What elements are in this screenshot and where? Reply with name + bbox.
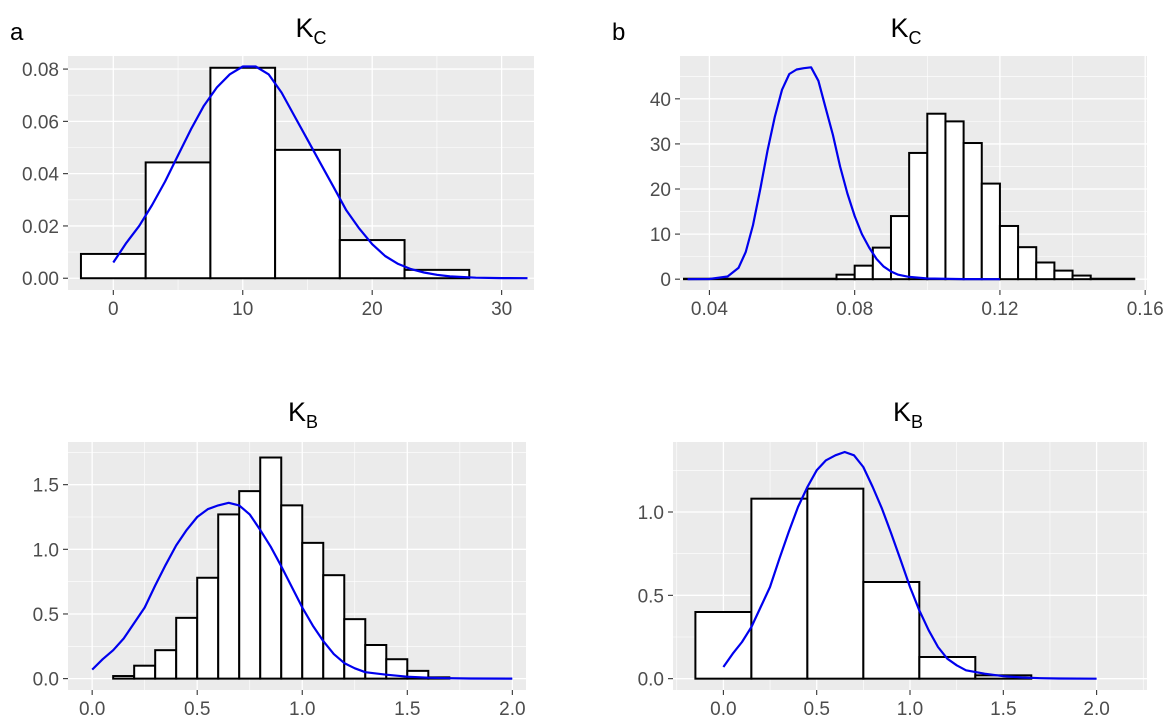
histogram-bar bbox=[750, 497, 809, 680]
histogram-bar bbox=[79, 252, 147, 280]
histogram-bar bbox=[209, 66, 277, 280]
histogram-bar bbox=[238, 490, 262, 680]
x-tick-label: 0.12 bbox=[981, 299, 1018, 320]
y-tick-label: 0.5 bbox=[33, 605, 59, 626]
histogram-bar bbox=[862, 581, 921, 680]
histogram-bar bbox=[853, 264, 874, 281]
histogram-bar bbox=[217, 513, 241, 680]
x-tick-label: 1.5 bbox=[394, 699, 420, 720]
histogram-bar bbox=[1017, 246, 1038, 281]
x-tick-label: 0.08 bbox=[836, 299, 873, 320]
chart-panel-bottom-right: 0.0 0.5 1.0 1.5 2.0 0.0 0.5 1.0 KB bbox=[638, 397, 1147, 720]
histogram-bar bbox=[338, 239, 406, 280]
x-tick-label: 20 bbox=[362, 299, 383, 320]
panel-label: b bbox=[612, 19, 625, 46]
x-tick-label: 0.5 bbox=[184, 699, 210, 720]
histogram-bar bbox=[406, 669, 430, 680]
x-tick-label: 2.0 bbox=[499, 699, 525, 720]
y-tick-label: 1.5 bbox=[33, 476, 59, 497]
histogram-bar bbox=[385, 658, 409, 680]
x-tick-label: 1.0 bbox=[897, 699, 923, 720]
histogram-bar bbox=[154, 649, 178, 680]
histogram-bar bbox=[908, 151, 929, 281]
histogram-bar bbox=[322, 574, 346, 680]
y-tick-label: 0.0 bbox=[638, 670, 664, 691]
x-tick-label: 0.0 bbox=[79, 699, 105, 720]
y-tick-label: 0.08 bbox=[22, 60, 59, 81]
x-tick-label: 0.16 bbox=[1127, 299, 1164, 320]
y-tick-label: 20 bbox=[650, 180, 671, 201]
histogram-bar bbox=[274, 148, 341, 280]
y-tick-label: 1.0 bbox=[33, 540, 59, 561]
histogram-bar bbox=[889, 215, 911, 281]
histogram-bar bbox=[926, 112, 947, 281]
y-tick-label: 40 bbox=[650, 90, 671, 111]
histogram-bar bbox=[280, 504, 304, 680]
x-tick-label: 1.5 bbox=[990, 699, 1016, 720]
histogram-bar bbox=[806, 487, 865, 680]
chart-title: KB bbox=[893, 397, 923, 432]
histogram-bar bbox=[133, 664, 157, 680]
x-tick-label: 1.0 bbox=[289, 699, 315, 720]
chart-title: KC bbox=[890, 13, 921, 48]
histogram-bar bbox=[112, 675, 136, 680]
x-tick-label: 0.5 bbox=[803, 699, 829, 720]
y-tick-label: 0.06 bbox=[22, 112, 59, 133]
x-tick-label: 0.0 bbox=[710, 699, 736, 720]
y-tick-label: 10 bbox=[650, 225, 671, 246]
histogram-bar bbox=[998, 224, 1020, 281]
histogram-bar bbox=[175, 616, 199, 680]
histogram-bar bbox=[196, 576, 220, 680]
y-tick-label: 0 bbox=[660, 270, 671, 291]
y-tick-label: 0.00 bbox=[22, 269, 59, 290]
x-tick-label: 30 bbox=[491, 299, 512, 320]
histogram-bar bbox=[918, 656, 977, 680]
density-line bbox=[722, 450, 1097, 680]
histogram-bar bbox=[259, 456, 283, 680]
y-tick-label: 0.5 bbox=[638, 586, 664, 607]
histogram-bar bbox=[962, 142, 983, 281]
histogram-bar bbox=[1053, 269, 1074, 281]
x-tick-label: 2.0 bbox=[1083, 699, 1109, 720]
panel-label: a bbox=[10, 19, 24, 46]
histogram-bar bbox=[980, 182, 1001, 281]
density-line bbox=[91, 501, 513, 680]
density-line bbox=[112, 65, 528, 280]
y-tick-label: 0.04 bbox=[22, 165, 59, 186]
y-tick-label: 30 bbox=[650, 135, 671, 156]
x-tick-label: 0.04 bbox=[691, 299, 728, 320]
histogram-bar bbox=[835, 273, 856, 281]
y-tick-label: 1.0 bbox=[638, 503, 664, 524]
density-line bbox=[687, 66, 1000, 281]
chart-title: KC bbox=[295, 13, 326, 48]
histogram-bar bbox=[144, 161, 212, 280]
histogram-bar bbox=[343, 618, 367, 680]
chart-panel-top-right: 0.04 0.08 0.12 0.16 0 10 20 30 40 KC b bbox=[612, 13, 1164, 320]
y-tick-label: 0.0 bbox=[33, 670, 59, 691]
chart-panel-bottom-left: 0.0 0.5 1.0 1.5 2.0 0.0 0.5 1.0 1.5 KB bbox=[33, 397, 526, 720]
y-tick-label: 0.02 bbox=[22, 217, 59, 238]
histogram-bar bbox=[1071, 274, 1092, 281]
chart-panel-top-left: 0 10 20 30 0.00 0.02 0.04 0.06 0.08 KC a bbox=[10, 13, 534, 320]
chart-title: KB bbox=[288, 397, 318, 432]
histogram-bar bbox=[944, 120, 965, 281]
histogram-bar bbox=[694, 611, 753, 680]
x-tick-label: 0 bbox=[108, 299, 119, 320]
x-tick-label: 10 bbox=[232, 299, 253, 320]
histogram-bar bbox=[1035, 261, 1056, 281]
